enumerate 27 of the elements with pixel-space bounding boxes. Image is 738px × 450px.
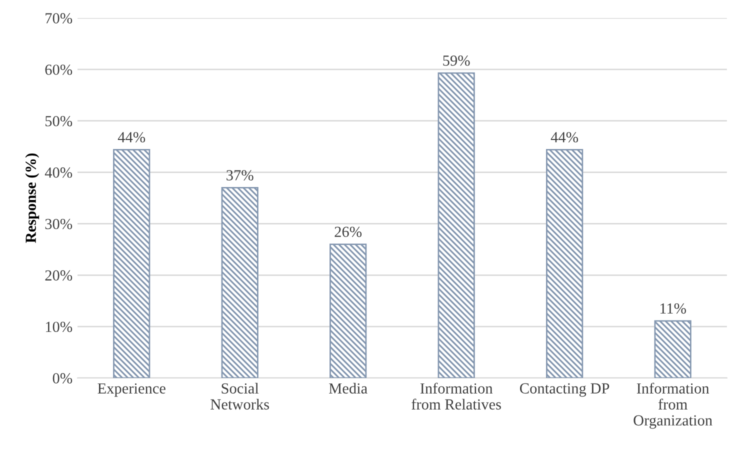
bar [546,148,584,378]
data-label: 11% [660,303,686,314]
bar [438,72,475,378]
data-label: 44% [118,132,146,142]
y-tick-label: 40% [44,167,72,178]
x-tick-label: Experience [98,383,166,397]
x-tick-label: Social Networks [210,382,269,410]
x-tick-label: Information from Organization [634,382,712,429]
data-label: 44% [550,132,578,142]
y-tick-label: 30% [45,218,72,230]
x-tick-label: Information from Relatives [412,382,501,410]
y-tick-label: 10% [46,322,72,332]
y-axis-title: Response (%) [25,153,40,243]
y-tick-label: 70% [46,13,72,24]
x-tick-label: Media [329,382,368,394]
y-tick-label: 20% [45,270,72,281]
data-label: 26% [334,226,362,238]
bar [113,148,150,378]
data-label: 37% [226,170,254,180]
y-tick-label: 50% [46,116,72,126]
bar [221,187,258,378]
data-label: 59% [443,55,470,66]
bar [330,244,367,378]
y-tick-label: 0% [52,373,72,384]
bar [654,320,692,378]
y-tick-label: 60% [45,64,72,75]
x-tick-label: Contacting DP [520,383,610,397]
